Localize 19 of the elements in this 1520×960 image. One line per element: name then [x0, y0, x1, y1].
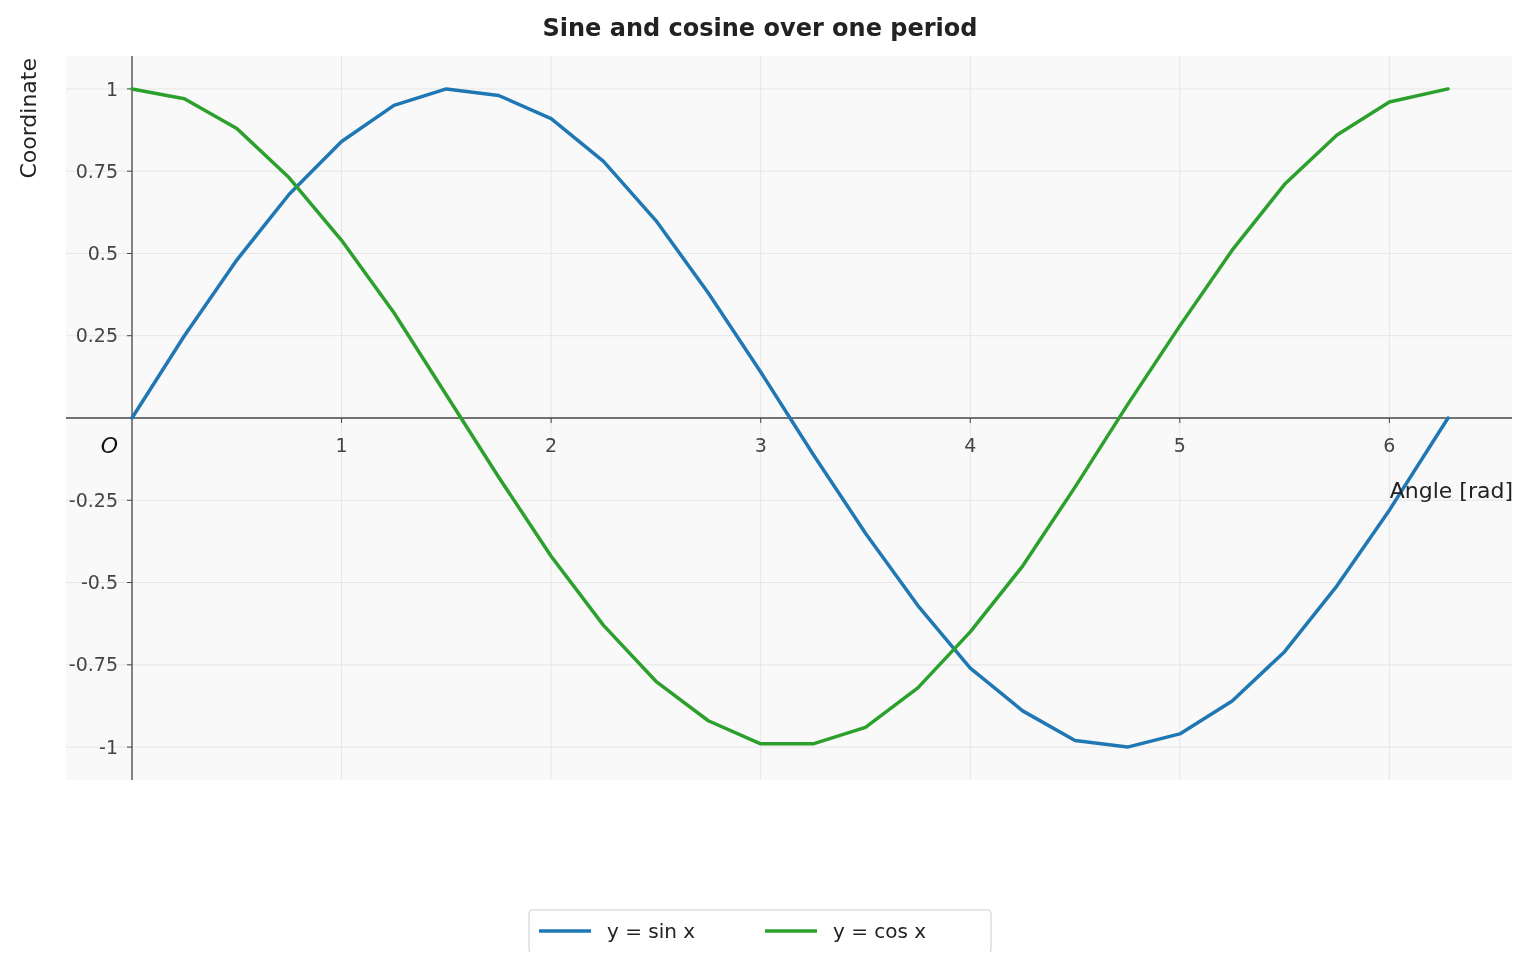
y-tick-label: 0.25 — [75, 324, 119, 347]
y-tick-label: -0.75 — [68, 653, 119, 676]
y-tick-label: -0.25 — [68, 488, 119, 511]
chart-title: Sine and cosine over one period — [542, 14, 978, 43]
y-tick-label: -0.5 — [80, 571, 119, 594]
legend-label: y = cos x — [833, 919, 927, 943]
x-tick-label: 1 — [335, 434, 348, 456]
x-tick-label: 4 — [964, 434, 977, 456]
x-tick-label: 6 — [1383, 434, 1396, 456]
y-tick-label: -1 — [99, 735, 119, 758]
x-tick-label: 2 — [545, 434, 558, 456]
y-tick-label: 0.5 — [87, 242, 119, 265]
x-tick-label: 3 — [754, 434, 767, 456]
annotation: O — [100, 433, 119, 458]
y-tick-label: 0.75 — [75, 159, 119, 182]
legend-label: y = sin x — [607, 919, 696, 943]
x-tick-label: 5 — [1173, 434, 1186, 456]
y-axis-title: Coordinate — [15, 58, 41, 179]
y-tick-label: 1 — [105, 77, 119, 100]
